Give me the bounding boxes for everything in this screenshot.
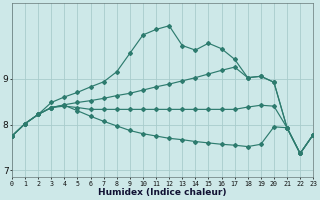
X-axis label: Humidex (Indice chaleur): Humidex (Indice chaleur) xyxy=(98,188,227,197)
